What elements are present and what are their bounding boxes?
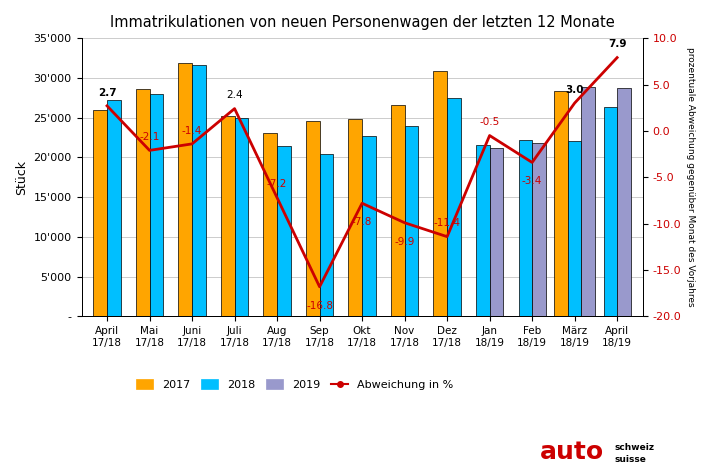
Bar xyxy=(178,63,192,316)
Text: 3.0: 3.0 xyxy=(565,85,584,95)
Bar xyxy=(581,87,595,316)
Bar xyxy=(568,141,581,316)
Bar xyxy=(306,121,320,316)
Bar xyxy=(617,88,630,316)
Bar xyxy=(150,94,163,316)
Y-axis label: prozentuale Abweichung gegenüber Monat des Vorjahres: prozentuale Abweichung gegenüber Monat d… xyxy=(686,47,695,307)
Text: -0.5: -0.5 xyxy=(479,117,500,127)
Bar xyxy=(447,98,461,316)
Text: -3.4: -3.4 xyxy=(522,176,542,186)
Bar xyxy=(476,145,490,316)
Bar xyxy=(320,154,333,316)
Bar xyxy=(234,118,248,316)
Text: -16.8: -16.8 xyxy=(306,301,333,311)
Bar xyxy=(604,106,617,316)
Bar xyxy=(136,89,150,316)
Bar xyxy=(192,65,206,316)
Text: -1.4: -1.4 xyxy=(182,125,202,136)
Bar xyxy=(391,105,405,316)
Bar xyxy=(277,146,290,316)
Bar xyxy=(94,111,107,316)
Bar xyxy=(221,116,234,316)
Legend: 2017, 2018, 2019, Abweichung in %: 2017, 2018, 2019, Abweichung in % xyxy=(132,375,457,394)
Bar xyxy=(518,140,532,316)
Bar xyxy=(107,100,121,316)
Bar xyxy=(349,119,362,316)
Bar xyxy=(434,71,447,316)
Bar xyxy=(532,143,546,316)
Title: Immatrikulationen von neuen Personenwagen der letzten 12 Monate: Immatrikulationen von neuen Personenwage… xyxy=(110,15,614,30)
Text: -2.1: -2.1 xyxy=(139,132,160,142)
Bar xyxy=(362,136,376,316)
Bar xyxy=(490,148,503,316)
Text: 2.4: 2.4 xyxy=(226,90,243,100)
Text: 7.9: 7.9 xyxy=(608,39,626,49)
Bar xyxy=(405,126,418,316)
Text: schweiz: schweiz xyxy=(614,443,654,452)
Text: -11.4: -11.4 xyxy=(434,219,461,228)
Bar xyxy=(263,133,277,316)
Bar xyxy=(555,91,568,316)
Text: auto: auto xyxy=(540,439,604,464)
Text: suisse: suisse xyxy=(614,455,646,464)
Text: 2.7: 2.7 xyxy=(98,88,116,97)
Text: -7.2: -7.2 xyxy=(267,179,288,189)
Text: -9.9: -9.9 xyxy=(394,236,415,246)
Y-axis label: Stück: Stück xyxy=(15,160,28,195)
Text: -7.8: -7.8 xyxy=(352,217,372,227)
